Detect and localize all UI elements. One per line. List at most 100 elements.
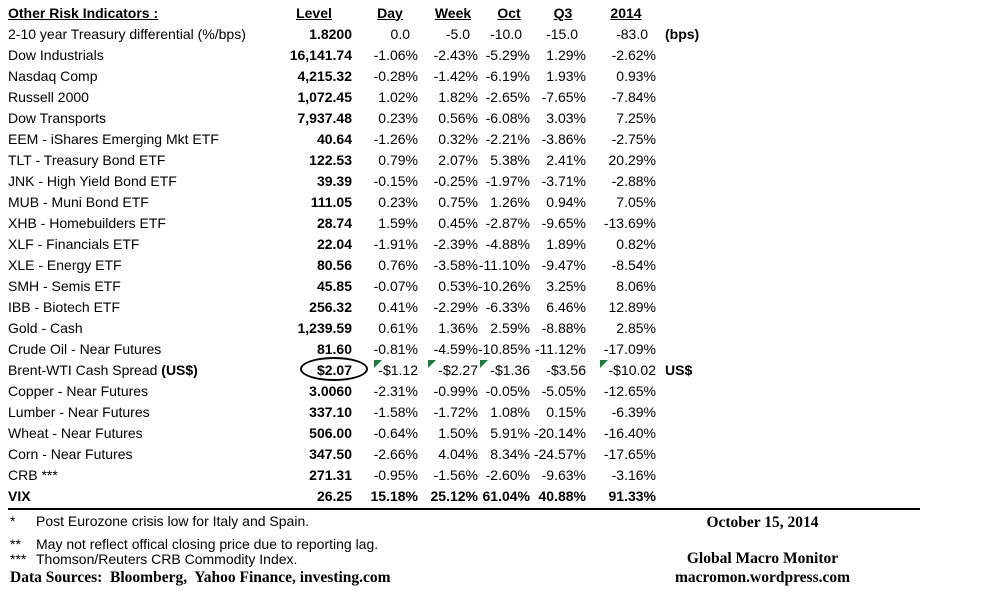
day-cell: 15.18% (370, 487, 418, 504)
table-row: XLF - Financials ETF 22.04 -1.91% -2.39% -4.… (8, 233, 766, 254)
day-cell: -1.91% (373, 235, 418, 252)
table-row: Brent-WTI Cash Spread (US$) $2.07 -$1.12 -$… (8, 357, 766, 381)
row-label-text: EEM - iShares Emerging Mkt ETF (8, 130, 219, 147)
week-cell: 0.45% (438, 214, 478, 231)
oct-cell: 8.34% (490, 445, 530, 462)
level-cell: 256.32 (309, 298, 352, 315)
oct-cell: 2.59% (490, 319, 530, 336)
oct-cell: -2.87% (485, 214, 530, 231)
oct-cell: 1.08% (490, 403, 530, 420)
2014-cell: 7.05% (616, 193, 656, 210)
oct-cell: -10.0 (490, 25, 522, 42)
row-label-text: XHB - Homebuilders ETF (8, 214, 166, 231)
level-cell: 1,239.59 (297, 319, 353, 336)
q3-cell: -20.14% (533, 424, 586, 441)
2014-cell: -13.69% (603, 214, 656, 231)
q3-cell: 6.46% (546, 298, 586, 315)
q3-cell: -3.71% (541, 172, 586, 189)
table-row: Copper - Near Futures 3.0060 -2.31% -0.99% -… (8, 380, 766, 401)
2014-cell: -8.54% (611, 256, 656, 273)
row-label: 2-10 year Treasury differential (%/bps) (8, 26, 276, 42)
row-label-text: Copper - Near Futures (8, 382, 149, 399)
row-label: Lumber - Near Futures (8, 404, 276, 420)
row-label-text: XLE - Energy ETF (8, 256, 122, 273)
data-sources-line: Data Sources: Bloomberg, Yahoo Finance, … (10, 569, 391, 586)
suffix-cell: (bps) (665, 25, 700, 42)
2014-cell: -2.62% (611, 46, 656, 63)
day-cell: -0.07% (373, 277, 418, 294)
table-row: 2-10 year Treasury differential (%/bps) 1… (8, 23, 766, 44)
q3-cell: -7.65% (541, 88, 586, 105)
2014-cell: 8.06% (616, 277, 656, 294)
week-cell: -1.42% (433, 67, 478, 84)
day-cell: -2.31% (373, 382, 418, 399)
level-cell: 7,937.48 (297, 109, 353, 126)
footnote-marker: * (10, 513, 16, 529)
row-label: EEM - iShares Emerging Mkt ETF (8, 131, 276, 147)
table-row: IBB - Biotech ETF 256.32 0.41% -2.29% -6.33%… (8, 296, 766, 317)
q3-cell: 1.93% (546, 67, 586, 84)
day-cell: 0.23% (378, 109, 418, 126)
cell-flag-icon (374, 360, 382, 368)
day-cell: 0.41% (378, 298, 418, 315)
q3-cell: 3.03% (546, 109, 586, 126)
table-row: Dow Transports 7,937.48 0.23% 0.56% -6.08% 3.… (8, 107, 766, 128)
oct-cell: -2.21% (485, 130, 530, 147)
day-cell: 0.79% (378, 151, 418, 168)
week-cell: 0.56% (438, 109, 478, 126)
oct-cell: 61.04% (482, 487, 530, 504)
day-cell: -0.81% (373, 340, 418, 357)
week-cell: 0.75% (438, 193, 478, 210)
divider-line (8, 508, 920, 510)
row-label: MUB - Muni Bond ETF (8, 194, 276, 210)
row-label: VIX (8, 488, 276, 504)
level-cell: 337.10 (309, 403, 352, 420)
footnote-marker: *** (10, 551, 27, 567)
row-label-text: Dow Transports (8, 109, 107, 126)
level-cell: 271.31 (309, 466, 352, 483)
level-cell: 4,215.32 (297, 67, 353, 84)
week-cell: 4.04% (438, 445, 478, 462)
2014-cell: -2.88% (611, 172, 656, 189)
row-label-text: Gold - Cash (8, 319, 83, 336)
2014-cell: -3.16% (611, 466, 656, 483)
q3-cell: 40.88% (538, 487, 586, 504)
week-cell: 0.53% (438, 277, 478, 294)
level-cell: 39.39 (316, 172, 352, 189)
week-cell: -2.43% (433, 46, 478, 63)
table-row: Crude Oil - Near Futures 81.60 -0.81% -4.59… (8, 338, 766, 359)
2014-cell: -12.65% (603, 382, 656, 399)
oct-cell: -4.88% (485, 235, 530, 252)
row-label-text: MUB - Muni Bond ETF (8, 193, 149, 210)
row-label-text: Dow Industrials (8, 46, 104, 63)
day-cell: 0.76% (378, 256, 418, 273)
row-label-text: Wheat - Near Futures (8, 424, 143, 441)
2014-cell: -$10.02 (608, 361, 656, 378)
2014-cell: -2.75% (611, 130, 656, 147)
q3-cell: -9.63% (541, 466, 586, 483)
week-cell: -4.59% (433, 340, 478, 357)
cell-flag-icon (600, 360, 608, 368)
oct-cell: -0.05% (485, 382, 530, 399)
row-label-text: CRB *** (8, 466, 58, 483)
table-row: Russell 2000 1,072.45 1.02% 1.82% -2.65% -7.6… (8, 86, 766, 107)
footnote-text: Post Eurozone crisis low for Italy and S… (36, 513, 310, 529)
week-cell: -2.29% (433, 298, 478, 315)
column-header-oct: Oct (497, 4, 521, 21)
column-header-week: Week (434, 4, 472, 21)
row-label-text: TLT - Treasury Bond ETF (8, 151, 166, 168)
week-cell: 2.07% (438, 151, 478, 168)
2014-cell: 0.82% (616, 235, 656, 252)
row-label: Wheat - Near Futures (8, 425, 276, 441)
row-label-text: VIX (8, 487, 31, 504)
level-cell: 111.05 (310, 193, 352, 210)
column-header-q3: Q3 (553, 4, 573, 21)
row-label-text: Brent-WTI Cash Spread (8, 361, 162, 378)
week-cell: 25.12% (430, 487, 478, 504)
row-label: Dow Transports (8, 110, 276, 126)
row-label-text: Corn - Near Futures (8, 445, 133, 462)
table-row: Nasdaq Comp 4,215.32 -0.28% -1.42% -6.19% 1.9… (8, 65, 766, 86)
2014-cell: 12.89% (608, 298, 656, 315)
day-cell: 1.02% (378, 88, 418, 105)
q3-cell: -9.47% (541, 256, 586, 273)
